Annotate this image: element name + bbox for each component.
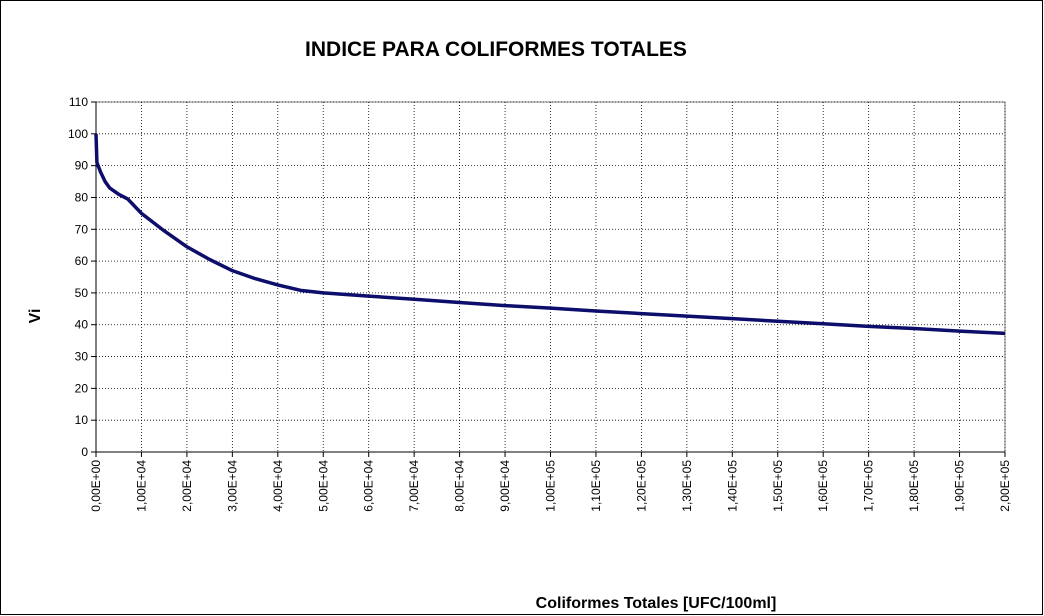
x-tick-label: 1,80E+05 (907, 460, 921, 512)
x-tick-label: 4,00E+04 (271, 460, 285, 512)
y-tick-label: 80 (75, 190, 89, 204)
y-tick-label: 70 (75, 222, 89, 236)
y-tick-label: 40 (75, 318, 89, 332)
y-tick-label: 50 (75, 286, 89, 300)
x-tick-label: 1,50E+05 (771, 460, 785, 512)
x-tick-label: 1,70E+05 (862, 460, 876, 512)
x-tick-label: 1,90E+05 (953, 460, 967, 512)
x-tick-label: 1,20E+05 (634, 460, 648, 512)
x-tick-label: 3,00E+04 (225, 460, 239, 512)
chart-title: INDICE PARA COLIFORMES TOTALES (305, 38, 687, 61)
x-tick-label: 7,00E+04 (407, 460, 421, 512)
x-tick-label: 1,30E+05 (680, 460, 694, 512)
y-tick-label: 30 (75, 350, 89, 364)
x-tick-label: 2,00E+04 (180, 460, 194, 512)
y-tick-label: 20 (75, 381, 89, 395)
y-tick-label: 100 (68, 127, 88, 141)
y-tick-label: 110 (69, 95, 88, 109)
x-tick-label: 0,00E+00 (89, 460, 103, 512)
x-tick-label: 1,10E+05 (589, 460, 603, 512)
y-axis-label: Vi (27, 309, 44, 324)
y-tick-label: 10 (75, 413, 89, 427)
x-tick-label: 1,60E+05 (816, 460, 830, 512)
x-tick-label: 1,40E+05 (725, 460, 739, 512)
y-tick-label: 60 (75, 254, 89, 268)
data-line (94, 133, 1006, 336)
x-tick-label: 1,00E+04 (134, 460, 148, 512)
x-tick-label: 8,00E+04 (453, 460, 467, 512)
x-tick-label: 5,00E+04 (316, 460, 330, 512)
y-tick-label: 90 (75, 159, 89, 173)
x-tick-label: 1,00E+05 (544, 460, 558, 512)
x-tick-label: 9,00E+04 (498, 460, 512, 512)
x-tick-label: 6,00E+04 (362, 460, 376, 512)
y-tick-label: 0 (81, 445, 88, 459)
x-axis-label: Coliformes Totales [UFC/100ml] (536, 595, 777, 612)
x-tick-label: 2,00E+05 (998, 460, 1012, 512)
